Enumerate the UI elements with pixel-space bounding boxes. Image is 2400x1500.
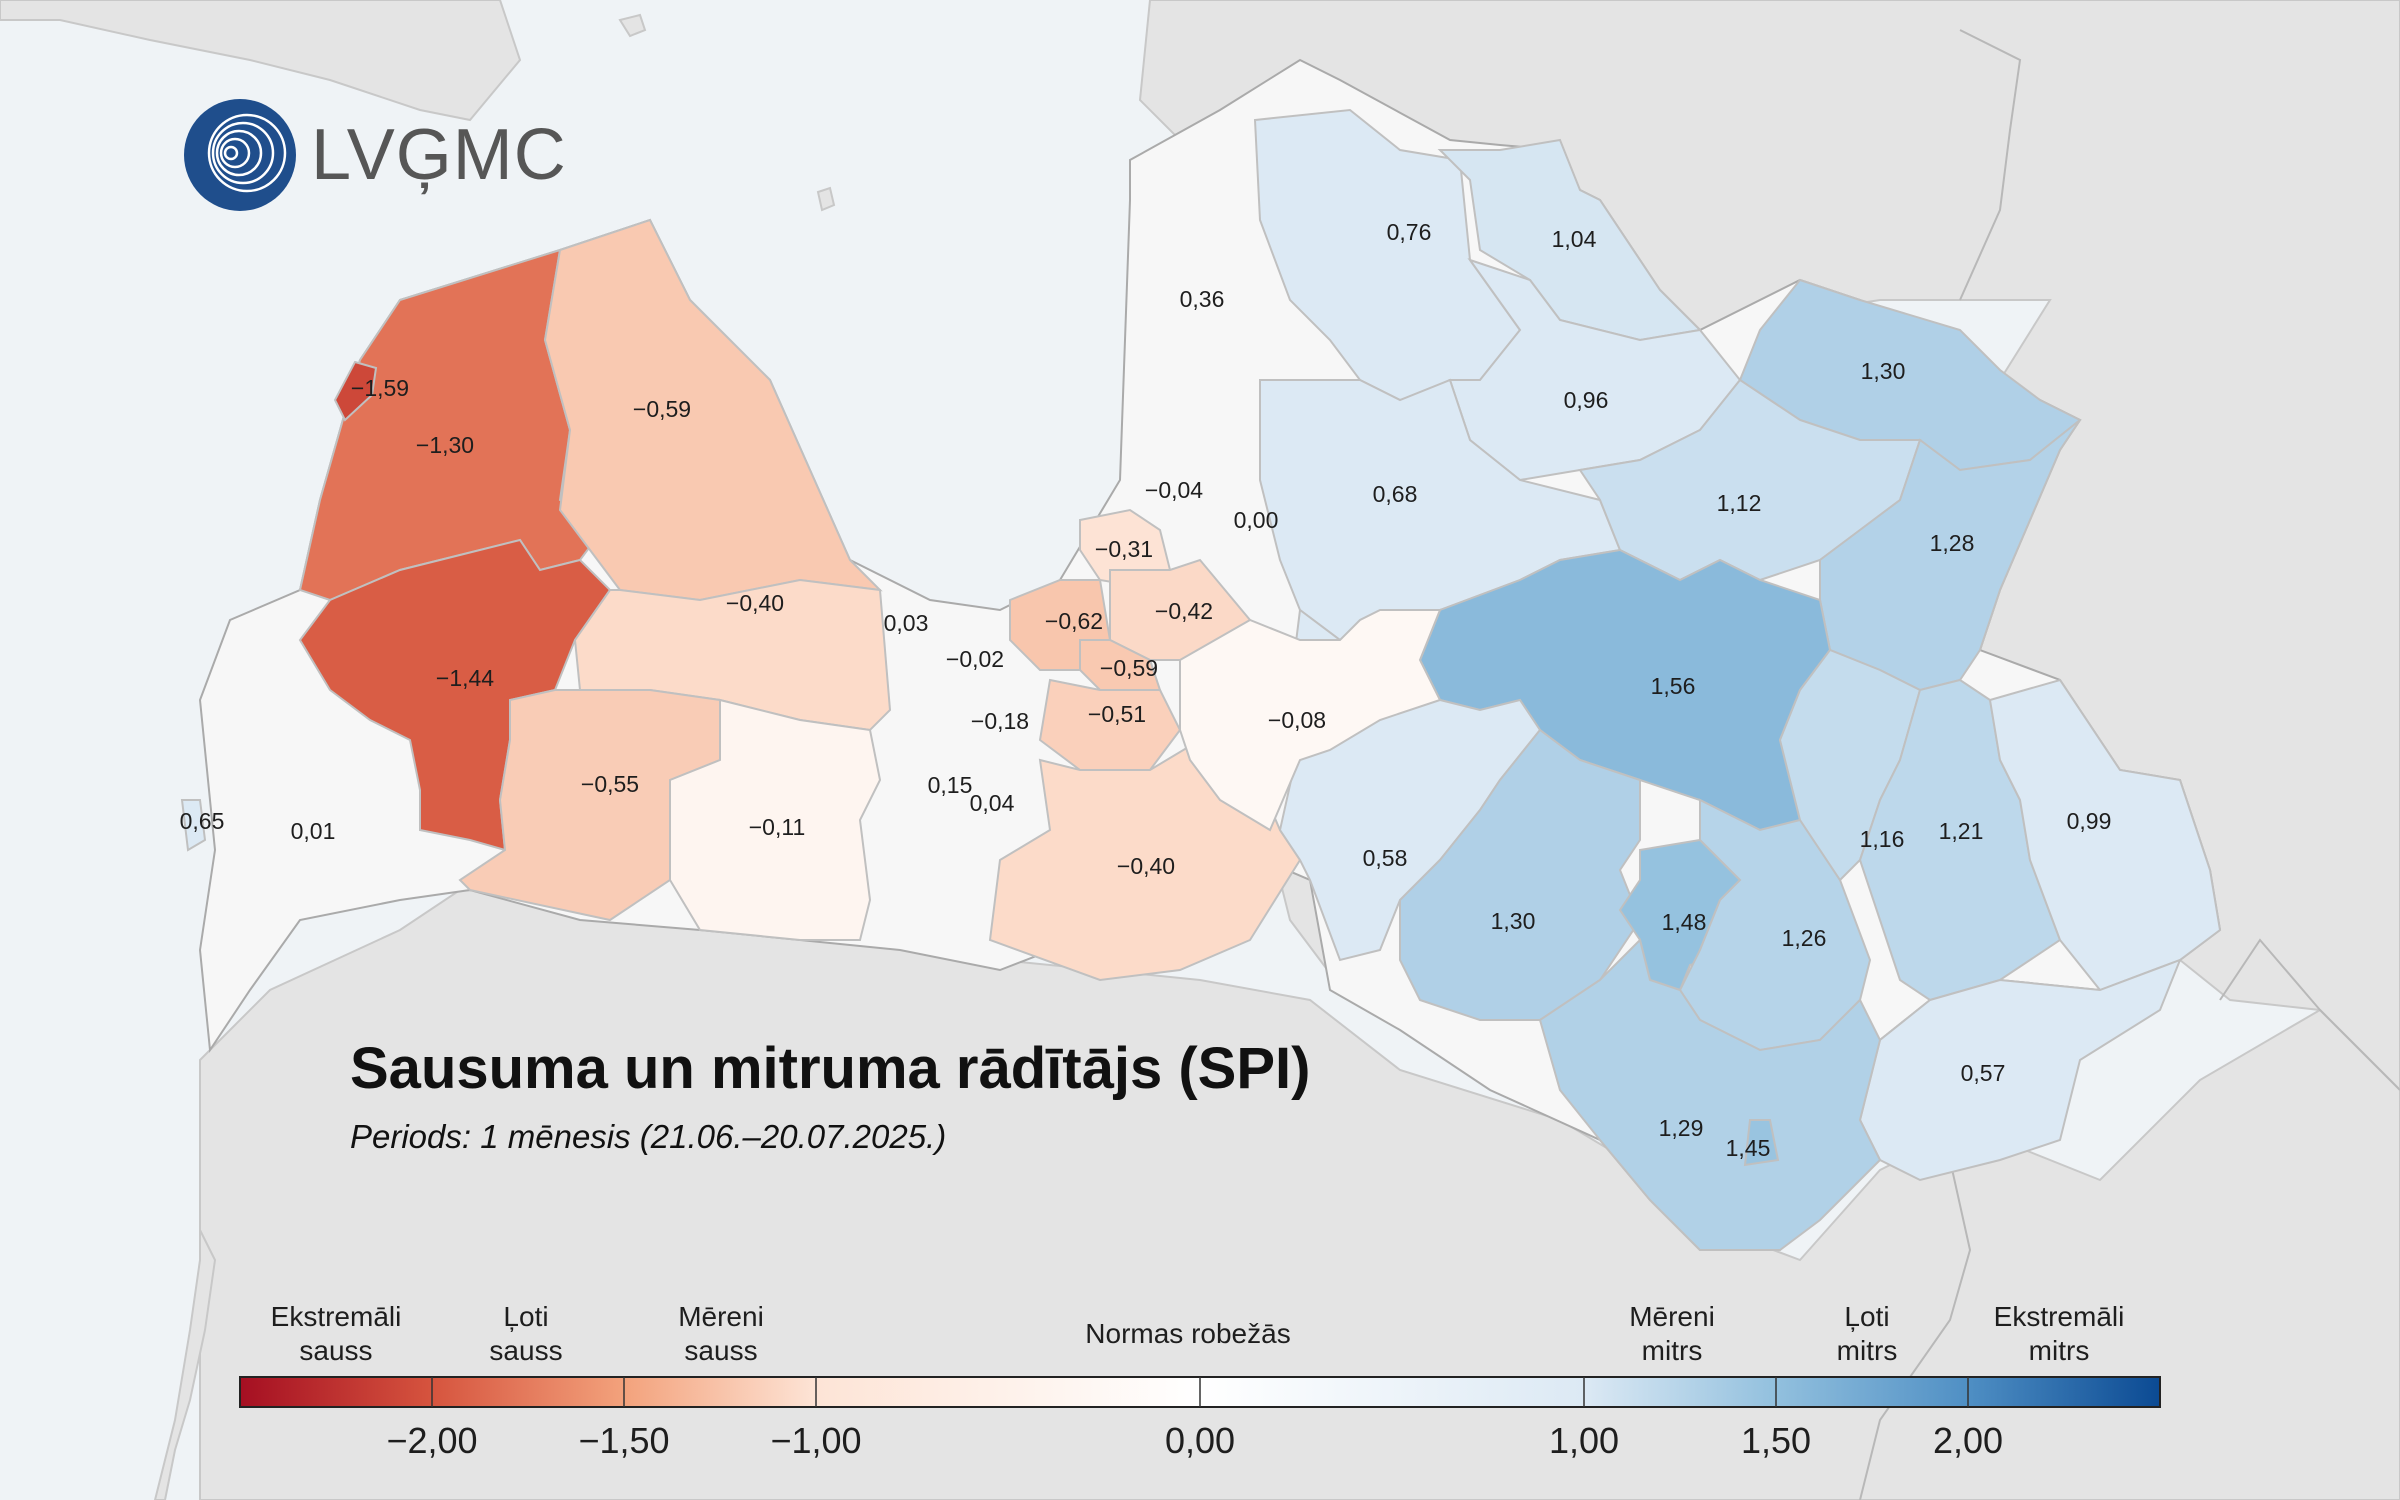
region-value-label: −0,42 (1155, 598, 1213, 624)
map-title: Sausuma un mitruma rādītājs (SPI) (350, 1036, 1311, 1101)
region-value-label: −0,18 (971, 708, 1029, 734)
region (669, 698, 882, 941)
region-value-label: −0,04 (1145, 477, 1203, 503)
region-value-label: 1,12 (1717, 490, 1762, 516)
region (1538, 938, 1882, 1251)
legend-tick-label: 0,00 (1164, 1420, 1236, 1461)
region (543, 218, 883, 602)
logo-text: LVĢMC (311, 115, 567, 195)
island (816, 186, 836, 212)
coastline-spit (153, 1229, 217, 1500)
region-value-label: 0,99 (2067, 808, 2112, 834)
region (180, 799, 207, 852)
region-value-label: −0,59 (1100, 655, 1158, 681)
region-value-label: 0,96 (1564, 387, 1609, 413)
region (1743, 1119, 1780, 1167)
region-value-label: −1,59 (351, 375, 409, 401)
region-value-label: −0,11 (749, 814, 806, 840)
region-value-label: 1,04 (1552, 226, 1597, 252)
legend-tick-label: 1,00 (1548, 1420, 1620, 1461)
region-value-label: 0,15 (928, 772, 973, 798)
region-value-label: 1,48 (1662, 909, 1707, 935)
region (1399, 728, 1642, 1021)
region-value-label: −0,51 (1088, 701, 1146, 727)
lvgmc-circle-logo-icon (184, 99, 296, 211)
region-value-label: 1,56 (1651, 673, 1696, 699)
region-value-label: 0,58 (1363, 845, 1408, 871)
country-border-line (1959, 29, 2022, 301)
legend-category-moderate-dry: Mēreni sauss (678, 1301, 764, 1366)
legend-tick-label: 1,50 (1740, 1420, 1812, 1461)
region-value-label: 0,04 (970, 790, 1015, 816)
legend-tick-label: −2,00 (386, 1420, 478, 1461)
map-subtitle: Periods: 1 mēnesis (21.06.–20.07.2025.) (350, 1118, 947, 1155)
region-value-label: 0,68 (1373, 481, 1418, 507)
region-value-label: 1,28 (1930, 530, 1975, 556)
region (1038, 678, 1182, 771)
island (618, 13, 647, 38)
region-value-label: 0,36 (1180, 286, 1225, 312)
region-labels: −1,59 −1,30 −0,59 −1,44 −0,40 −0,55 0,65 0,01 −0… (180, 219, 2112, 1161)
legend-category-moderate-wet: Mēreni mitrs (1629, 1301, 1715, 1366)
region-value-label: 1,30 (1861, 358, 1906, 384)
legend-category-very-dry: Ļoti sauss (489, 1301, 563, 1366)
region-value-label: 1,30 (1491, 908, 1536, 934)
region-value-label: −0,31 (1095, 536, 1153, 562)
region-value-label: −0,62 (1045, 608, 1103, 634)
region-value-label: 0,76 (1387, 219, 1432, 245)
legend-tick-label: −1,00 (770, 1420, 862, 1461)
region-value-label: −1,30 (416, 432, 474, 458)
legend-category-extreme-wet: Ekstremāli mitrs (1993, 1301, 2125, 1366)
legend-category-very-wet: Ļoti mitrs (1836, 1301, 1898, 1366)
region (1179, 609, 1442, 832)
country-border-line (1859, 1159, 1972, 1500)
region-value-label: 1,45 (1726, 1135, 1771, 1161)
region-value-label: 0,00 (1234, 507, 1279, 533)
region-value-label: 0,65 (180, 808, 225, 834)
lvgmc-logo: LVĢMC (183, 98, 567, 212)
region-value-label: 1,16 (1860, 826, 1905, 852)
region-value-label: 1,21 (1939, 818, 1984, 844)
region (333, 360, 378, 422)
country-border-line (2219, 938, 2400, 1091)
region-value-label: −0,02 (946, 646, 1004, 672)
region-value-label: 0,03 (884, 610, 929, 636)
region-value-label: 0,01 (291, 818, 336, 844)
legend-tick-label: −1,50 (578, 1420, 670, 1461)
legend-category-normal: Normas robežās (1085, 1318, 1291, 1349)
region-value-label: −0,08 (1268, 707, 1326, 733)
region-value-label: −0,55 (581, 771, 639, 797)
region-value-label: 1,26 (1782, 925, 1827, 951)
region-value-label: −0,40 (726, 590, 784, 616)
region-value-label: −0,59 (633, 396, 691, 422)
region-value-label: −1,44 (436, 665, 494, 691)
island (0, 0, 522, 122)
region-value-label: 1,29 (1659, 1115, 1704, 1141)
legend-tick-label: 2,00 (1932, 1420, 2004, 1461)
legend-category-extreme-dry: Ekstremāli sauss (270, 1301, 402, 1366)
region-value-label: −0,40 (1117, 853, 1175, 879)
region-value-label: 0,57 (1961, 1060, 2006, 1086)
